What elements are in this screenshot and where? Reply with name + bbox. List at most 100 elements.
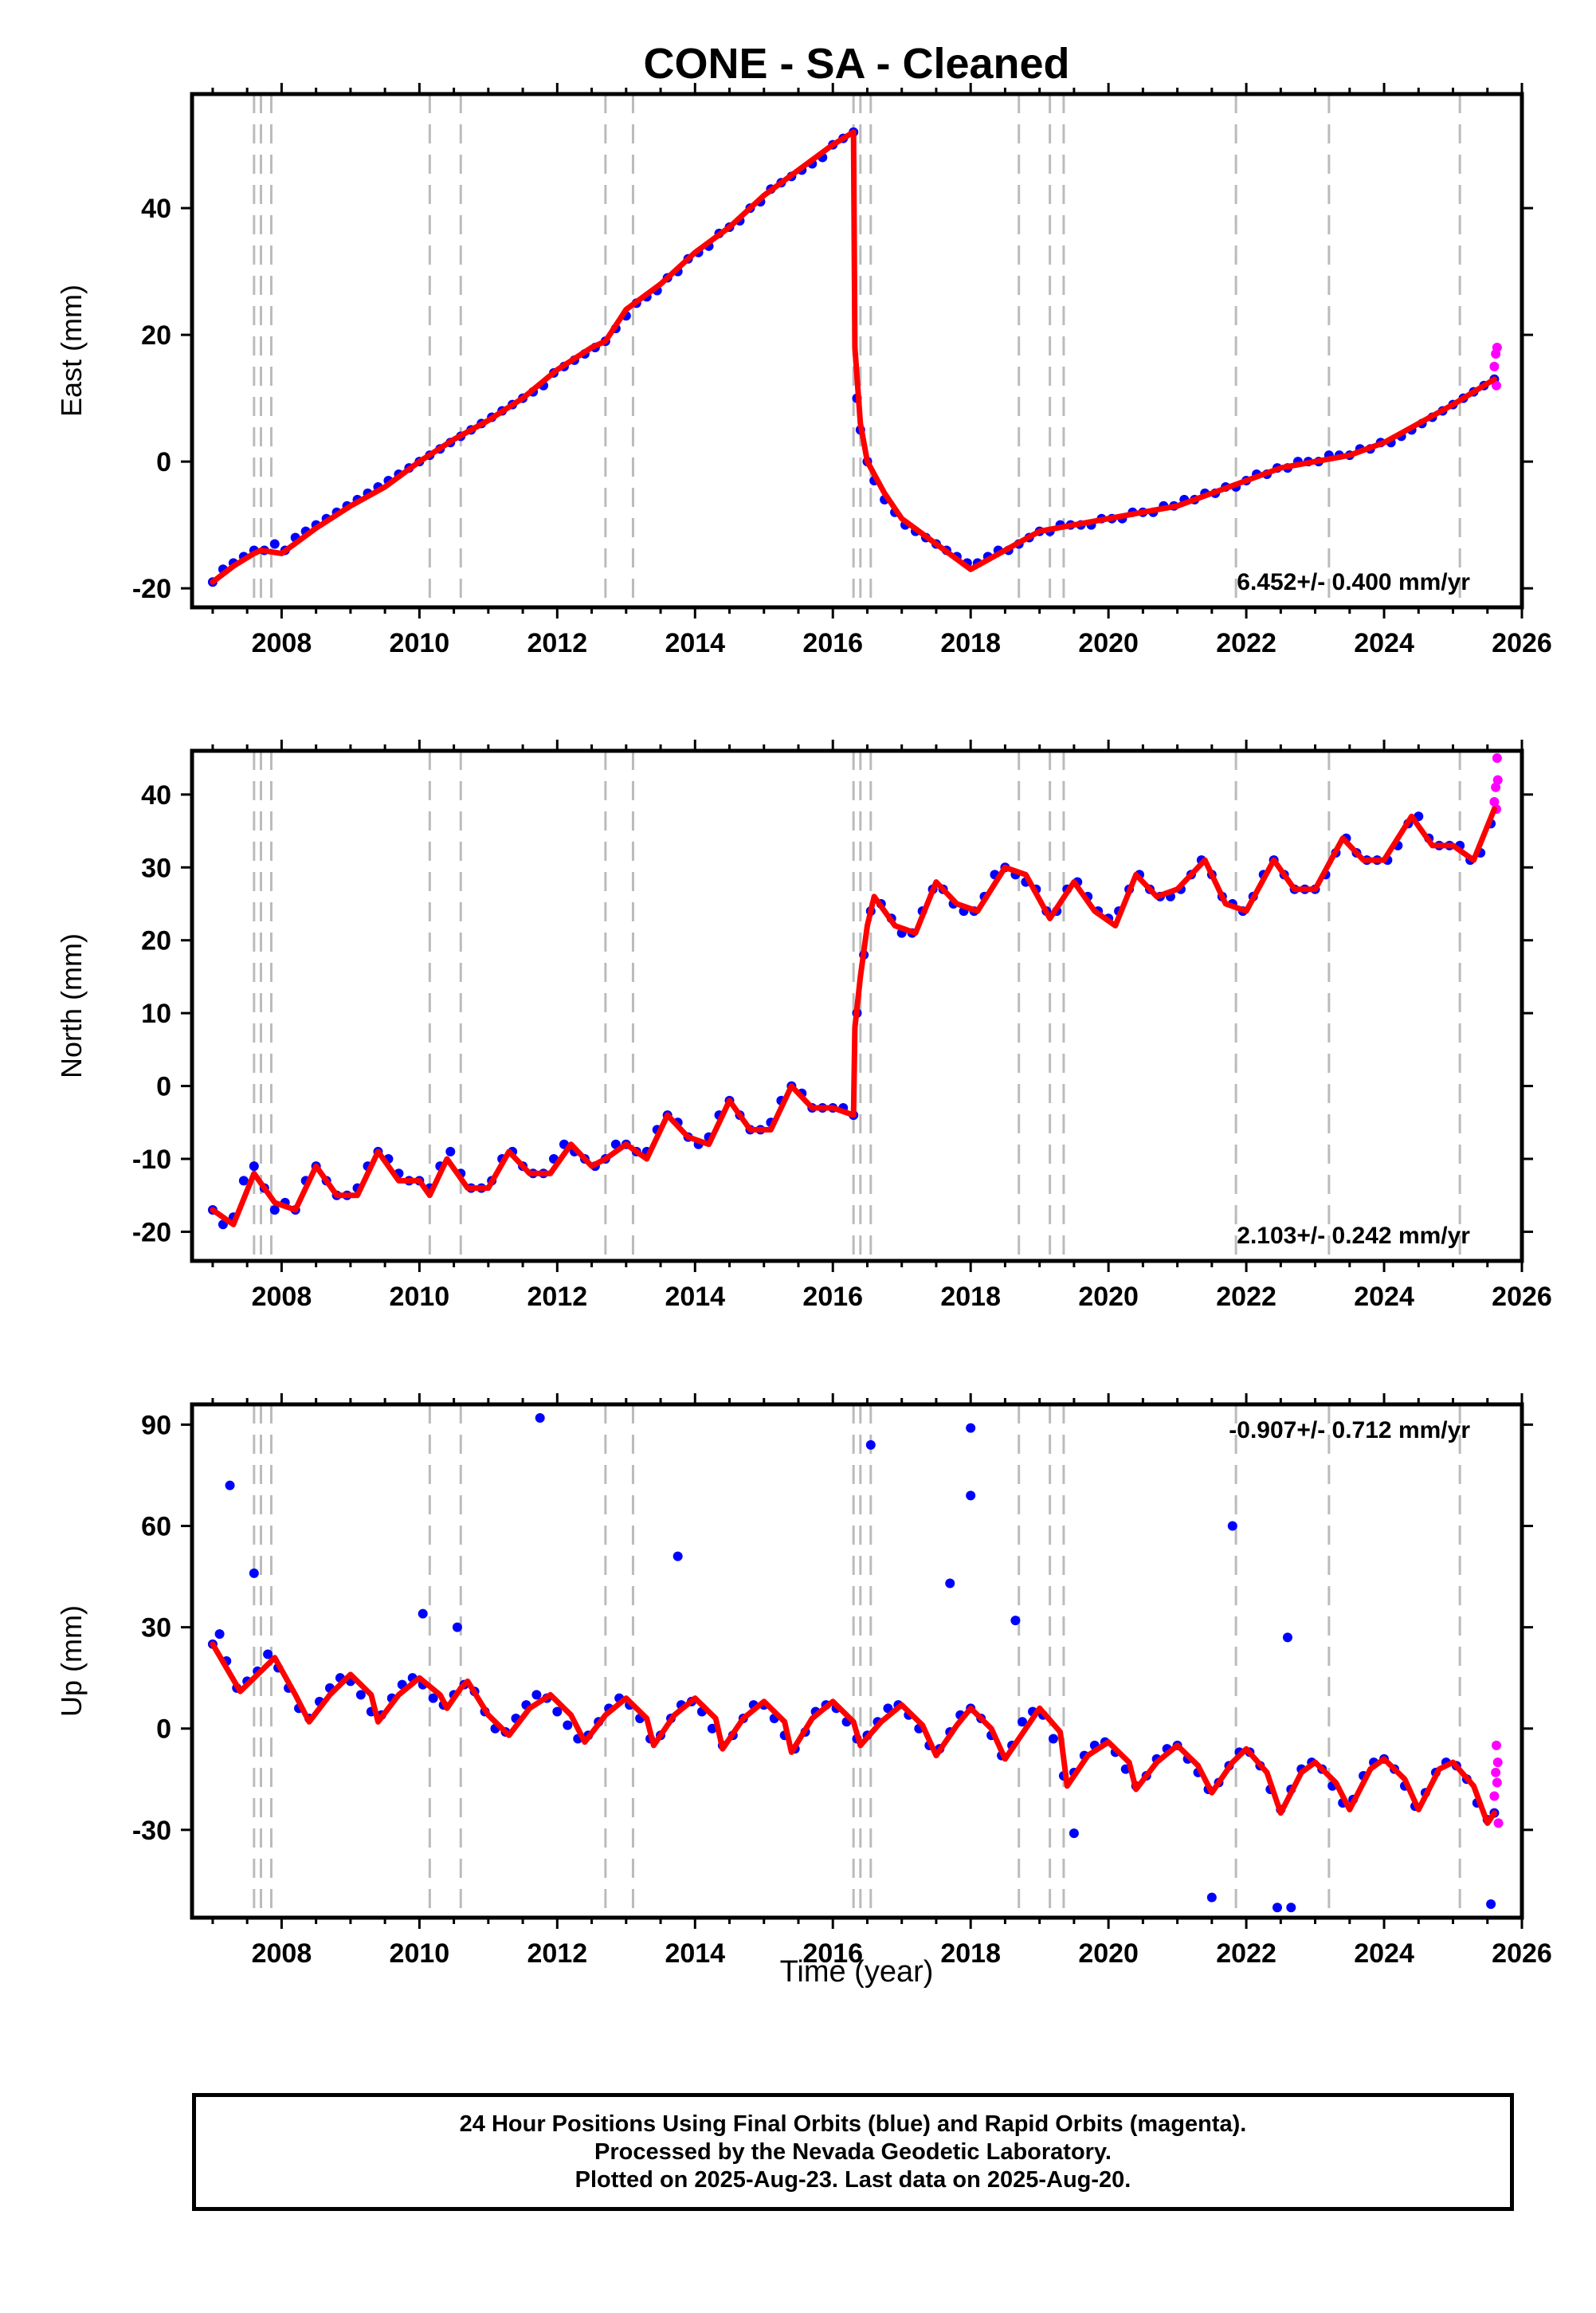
final-orbit-point bbox=[535, 1412, 545, 1423]
final-orbit-point bbox=[945, 1578, 955, 1588]
x-tick-label: 2012 bbox=[527, 1938, 588, 1969]
x-tick-label: 2026 bbox=[1492, 628, 1552, 658]
x-tick-label: 2020 bbox=[1078, 1282, 1139, 1312]
rapid-orbit-point bbox=[1492, 380, 1502, 391]
final-orbit-point bbox=[1286, 1903, 1296, 1913]
panel-up: 2008 2010 2012 2014 2016 2018 2020 2022 2024 2026… bbox=[55, 1393, 1552, 1969]
rapid-orbit-point bbox=[1492, 1740, 1502, 1750]
x-tick-label: 2012 bbox=[527, 1282, 588, 1312]
model-fit-line bbox=[210, 806, 1497, 1227]
x-tick-label: 2026 bbox=[1492, 1282, 1552, 1312]
y-tick-label: -20 bbox=[132, 1217, 171, 1247]
x-tick-label: 2016 bbox=[802, 1282, 863, 1312]
rapid-orbit-point bbox=[1492, 1777, 1502, 1788]
x-tick-label: 2010 bbox=[390, 1938, 450, 1969]
final-orbit-point bbox=[418, 1608, 428, 1619]
x-tick-label: 2016 bbox=[802, 1938, 863, 1969]
x-tick-label: 2022 bbox=[1216, 628, 1276, 658]
final-orbit-point bbox=[531, 1690, 542, 1700]
plot-area bbox=[207, 751, 1503, 1261]
x-tick-label: 2024 bbox=[1354, 1282, 1414, 1312]
y-tick-label: 20 bbox=[141, 926, 171, 956]
rapid-orbit-point bbox=[1491, 782, 1501, 792]
final-orbit-point bbox=[1206, 1892, 1217, 1903]
final-orbit-point bbox=[269, 539, 280, 549]
x-tick-label: 2008 bbox=[252, 1282, 312, 1312]
final-orbit-point bbox=[225, 1480, 235, 1490]
final-orbit-point bbox=[865, 1439, 876, 1450]
y-tick-label: 40 bbox=[141, 194, 171, 224]
x-tick-label: 2014 bbox=[665, 628, 725, 658]
final-orbit-point bbox=[249, 1568, 259, 1578]
final-orbit-point bbox=[673, 1551, 683, 1561]
final-orbit-point bbox=[1048, 1734, 1058, 1744]
x-tick-label: 2008 bbox=[252, 1938, 312, 1969]
final-orbit-point bbox=[355, 1690, 366, 1700]
final-orbit-point bbox=[263, 1649, 273, 1659]
final-orbit-point bbox=[1227, 1521, 1237, 1531]
y-tick-label: -30 bbox=[132, 1816, 171, 1846]
x-tick-label: 2024 bbox=[1354, 628, 1414, 658]
y-axis-label: Up (mm) bbox=[55, 1605, 88, 1717]
rate-annotation: -0.907+/- 0.712 mm/yr bbox=[1229, 1417, 1470, 1443]
final-orbit-point bbox=[1272, 1903, 1283, 1913]
footer-line-2: Processed by the Nevada Geodetic Laborat… bbox=[594, 2138, 1112, 2165]
final-orbit-point bbox=[563, 1720, 573, 1730]
rapid-orbit-point bbox=[1492, 343, 1502, 353]
rapid-orbit-point bbox=[1489, 1791, 1500, 1801]
panel-north: 2008 2010 2012 2014 2016 2018 2020 2022 2024 2026… bbox=[55, 740, 1552, 1312]
plot-area bbox=[207, 1404, 1504, 1918]
panel-east: 2008 2010 2012 2014 2016 2018 2020 2022 2024 2026… bbox=[55, 83, 1552, 658]
rate-annotation: 6.452+/- 0.400 mm/yr bbox=[1237, 569, 1470, 595]
x-tick-label: 2014 bbox=[665, 1938, 725, 1969]
y-tick-label: 30 bbox=[141, 1613, 171, 1643]
x-tick-label: 2018 bbox=[940, 1938, 1001, 1969]
y-axis-label: North (mm) bbox=[55, 933, 88, 1078]
model-fit-line bbox=[210, 1641, 1497, 1826]
footer-line-3: Plotted on 2025-Aug-23. Last data on 202… bbox=[574, 2166, 1131, 2193]
final-orbit-point bbox=[214, 1629, 225, 1640]
final-orbit-point bbox=[1486, 1899, 1496, 1910]
rapid-orbit-point bbox=[1492, 753, 1502, 764]
panel-frame bbox=[190, 1402, 1524, 1920]
x-tick-label: 2020 bbox=[1078, 1938, 1139, 1969]
final-orbit-point bbox=[1018, 1717, 1028, 1727]
x-tick-label: 2010 bbox=[390, 628, 450, 658]
rapid-orbit-point bbox=[1492, 1757, 1503, 1768]
y-axis-label: East (mm) bbox=[55, 285, 88, 417]
footer-line-1: 24 Hour Positions Using Final Orbits (bl… bbox=[459, 2111, 1247, 2137]
plot-area bbox=[207, 94, 1502, 607]
rate-annotation: 2.103+/- 0.242 mm/yr bbox=[1237, 1223, 1470, 1249]
rapid-orbit-point bbox=[1489, 797, 1500, 807]
x-tick-label: 2012 bbox=[527, 628, 588, 658]
final-orbit-point bbox=[966, 1490, 976, 1501]
x-tick-label: 2026 bbox=[1492, 1938, 1552, 1969]
y-tick-label: 0 bbox=[156, 1714, 171, 1745]
final-orbit-point bbox=[1282, 1632, 1292, 1643]
footer-box: 24 Hour Positions Using Final Orbits (bl… bbox=[192, 2093, 1514, 2211]
final-orbit-point bbox=[452, 1622, 462, 1632]
y-tick-label: 10 bbox=[141, 999, 171, 1029]
final-orbit-point bbox=[269, 1205, 280, 1215]
final-orbit-point bbox=[552, 1706, 563, 1717]
final-orbit-point bbox=[1069, 1828, 1079, 1839]
y-tick-label: 90 bbox=[141, 1410, 171, 1440]
x-tick-label: 2020 bbox=[1078, 628, 1139, 658]
y-tick-label: 20 bbox=[141, 320, 171, 351]
x-tick-label: 2010 bbox=[390, 1282, 450, 1312]
y-tick-label: -20 bbox=[132, 574, 171, 604]
final-orbit-point bbox=[445, 1146, 456, 1156]
y-tick-label: -10 bbox=[132, 1145, 171, 1175]
y-tick-label: 40 bbox=[141, 780, 171, 811]
x-tick-label: 2008 bbox=[252, 628, 312, 658]
y-tick-label: 0 bbox=[156, 1072, 171, 1102]
rapid-orbit-point bbox=[1493, 1818, 1504, 1828]
final-orbit-point bbox=[1010, 1616, 1021, 1626]
x-tick-label: 2022 bbox=[1216, 1938, 1276, 1969]
model-fit-line bbox=[210, 129, 1497, 585]
y-tick-label: 30 bbox=[141, 853, 171, 883]
x-tick-label: 2018 bbox=[940, 1282, 1001, 1312]
x-tick-label: 2024 bbox=[1354, 1938, 1414, 1969]
rapid-orbit-point bbox=[1489, 361, 1500, 371]
